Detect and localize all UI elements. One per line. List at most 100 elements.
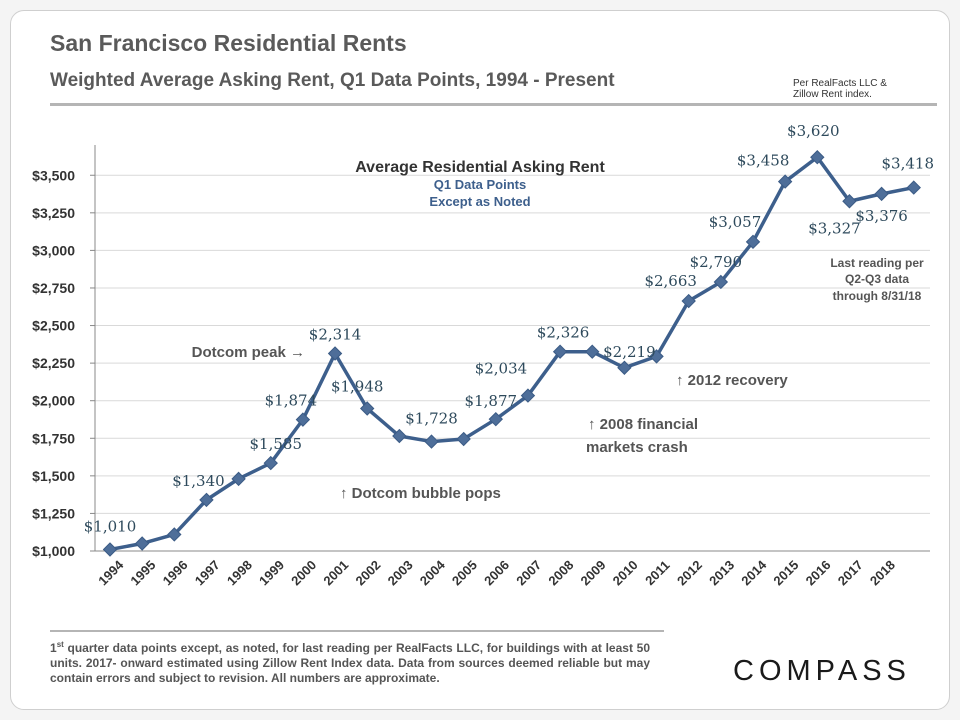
annotation-dotcom-bubble-pops: ↑ Dotcom bubble pops [340, 485, 501, 502]
data-value-label: $1,728 [405, 410, 458, 428]
data-point-marker [359, 401, 375, 416]
data-value-label: $1,948 [331, 378, 384, 396]
data-value-label: $1,585 [250, 435, 303, 453]
footnote: 1st quarter data points except, as noted… [50, 641, 650, 686]
x-tick-label: 2011 [642, 558, 673, 589]
y-tick-label: $1,500 [32, 468, 75, 484]
chart-subtitle-line: Q1 Data Points [434, 177, 526, 192]
y-tick-label: $2,500 [32, 318, 75, 334]
x-tick-label: 2010 [610, 557, 641, 588]
y-tick-label: $3,500 [32, 167, 75, 183]
x-tick-label: 2007 [513, 557, 544, 588]
data-value-label: $3,620 [787, 122, 840, 140]
x-tick-label: 1995 [127, 557, 158, 588]
footnote-text: quarter data points except, as noted, fo… [50, 641, 650, 685]
x-tick-label: 2006 [481, 557, 512, 588]
data-point-marker [102, 542, 118, 557]
data-point-marker [842, 194, 857, 209]
x-tick-label: 2000 [288, 557, 319, 588]
footnote-superscript: st [56, 640, 64, 649]
y-tick-label: $1,250 [32, 505, 75, 521]
data-value-label: $2,219 [603, 343, 656, 361]
x-tick-label: 1996 [160, 557, 191, 588]
source-note-line-2: Zillow Rent index. [793, 89, 872, 100]
annotation-2008-crash-line-2: markets crash [586, 439, 688, 456]
slide-card [10, 10, 950, 710]
data-value-label: $3,458 [737, 152, 790, 170]
x-tick-label: 1994 [95, 557, 127, 589]
data-point-marker [777, 174, 793, 189]
x-tick-label: 2009 [578, 557, 609, 588]
annotation-dotcom-peak: Dotcom peak → [192, 344, 305, 361]
data-value-label: $3,376 [855, 207, 908, 225]
y-tick-label: $2,250 [32, 355, 75, 371]
data-point-marker [424, 434, 439, 449]
chart-subtitle-line: Except as Noted [429, 194, 530, 209]
x-tick-label: 2015 [770, 557, 801, 588]
annotation-2012-recovery: ↑ 2012 recovery [676, 372, 788, 389]
y-tick-label: $3,250 [32, 205, 75, 221]
x-tick-label: 2012 [674, 557, 705, 588]
header-divider [50, 103, 937, 106]
data-point-marker [874, 186, 889, 202]
x-tick-label: 2018 [867, 557, 898, 588]
data-value-label: $2,663 [644, 272, 697, 290]
annotation-last-reading-line-2: Q2-Q3 data [845, 272, 909, 286]
series-line [109, 155, 915, 552]
data-point-marker [295, 412, 311, 427]
data-point-marker [745, 234, 761, 250]
page-subtitle: Weighted Average Asking Rent, Q1 Data Po… [50, 70, 615, 91]
data-point-marker [552, 344, 568, 359]
data-point-marker [681, 293, 696, 309]
x-tick-label: 2001 [320, 557, 351, 588]
data-point-marker [649, 349, 664, 364]
data-point-marker [167, 527, 182, 542]
x-tick-label: 1997 [192, 557, 223, 588]
data-point-marker [520, 388, 536, 403]
compass-logo: COMPASS [733, 655, 911, 687]
source-note-line-1: Per RealFacts LLC & [793, 78, 887, 89]
data-value-label: $2,314 [309, 326, 362, 344]
data-value-label: $1,877 [465, 392, 518, 410]
footer-divider [50, 630, 664, 632]
data-point-marker [585, 344, 600, 359]
y-tick-label: $2,750 [32, 280, 75, 296]
x-tick-label: 2002 [352, 557, 383, 588]
x-tick-label: 1999 [256, 557, 287, 588]
annotation-2008-crash-line-1: ↑ 2008 financial [588, 416, 698, 433]
annotation-last-reading-line-1: Last reading per [830, 256, 924, 270]
data-point-marker [456, 431, 471, 447]
data-value-label: $2,790 [690, 253, 743, 271]
data-point-marker [906, 180, 921, 195]
y-tick-label: $2,000 [32, 393, 75, 409]
data-value-label: $1,874 [265, 392, 318, 410]
data-value-label: $1,010 [84, 517, 137, 535]
data-value-label: $3,418 [882, 155, 935, 173]
data-point-marker [488, 411, 504, 427]
y-tick-label: $1,000 [32, 543, 75, 559]
x-tick-label: 2005 [449, 557, 480, 588]
data-value-label: $3,327 [808, 219, 861, 237]
x-tick-label: 2014 [738, 557, 770, 589]
x-tick-label: 2008 [545, 557, 576, 588]
data-value-label: $1,340 [172, 472, 225, 490]
x-tick-label: 1998 [224, 557, 255, 588]
data-point-marker [617, 360, 632, 375]
y-tick-label: $3,000 [32, 242, 75, 258]
data-point-marker [327, 346, 343, 361]
x-tick-label: 2003 [385, 557, 416, 588]
data-point-marker [134, 536, 150, 551]
data-point-marker [713, 274, 729, 290]
x-tick-label: 2016 [803, 557, 834, 588]
data-point-marker [810, 150, 825, 165]
data-point-marker [231, 471, 246, 487]
x-tick-label: 2004 [417, 557, 449, 589]
x-tick-label: 2013 [706, 557, 737, 588]
data-point-marker [392, 428, 407, 444]
source-note: Per RealFacts LLC & Zillow Rent index. [793, 78, 923, 100]
footnote-lead: 1 [50, 641, 57, 655]
data-value-label: $3,057 [709, 213, 762, 231]
x-tick-label: 2017 [835, 557, 866, 588]
page-title: San Francisco Residential Rents [50, 30, 407, 56]
